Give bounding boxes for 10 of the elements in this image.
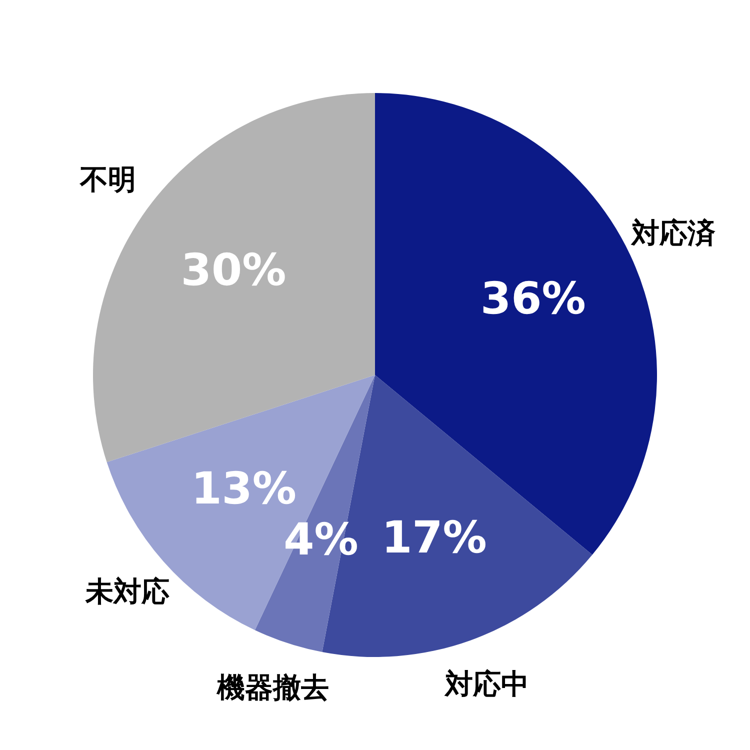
data-label: 36% [480,274,586,325]
slice-label: 機器撤去 [216,670,330,704]
slice-label: 対応済 [630,216,716,250]
data-label: 4% [284,514,358,566]
slice-label: 不明 [79,163,136,196]
slice-label: 未対応 [84,575,170,608]
slice-label: 対応中 [444,667,529,700]
data-label: 17% [382,512,487,564]
data-label: 30% [180,245,286,296]
data-label: 13% [191,464,297,515]
